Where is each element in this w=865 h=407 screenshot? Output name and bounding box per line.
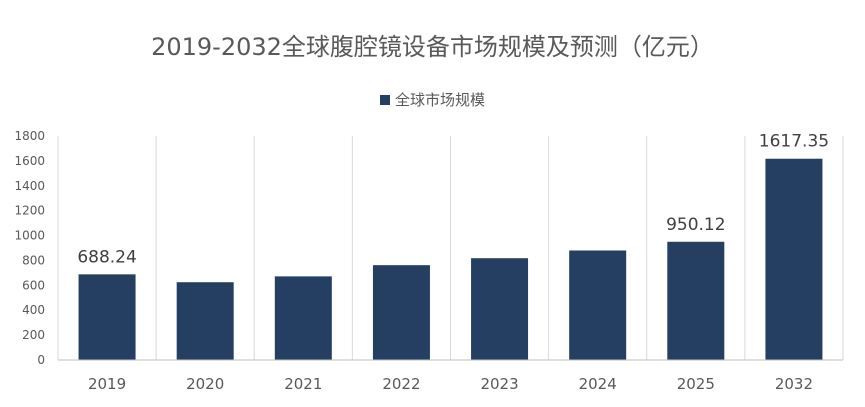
y-tick-label: 1000 — [14, 229, 45, 243]
bar — [569, 250, 627, 360]
y-tick-label: 600 — [22, 278, 45, 292]
bar — [274, 276, 332, 360]
legend-label: 全球市场规模 — [394, 91, 485, 109]
legend: 全球市场规模 — [0, 89, 865, 110]
y-tick-label: 400 — [22, 303, 45, 317]
bar — [78, 274, 136, 360]
x-tick-label: 2025 — [677, 375, 715, 393]
bar — [667, 241, 725, 360]
bar — [372, 265, 430, 360]
bar — [765, 158, 823, 360]
y-tick-label: 800 — [22, 253, 45, 267]
y-tick-label: 1400 — [14, 179, 45, 193]
x-tick-label: 2021 — [284, 375, 322, 393]
legend-swatch — [379, 94, 390, 105]
x-tick-label: 2019 — [88, 375, 126, 393]
x-tick-label: 2024 — [579, 375, 617, 393]
x-tick-label: 2020 — [186, 375, 224, 393]
y-tick-label: 1200 — [14, 204, 45, 218]
y-tick-label: 0 — [37, 353, 45, 367]
x-tick-label: 2023 — [480, 375, 518, 393]
bar — [471, 258, 529, 360]
data-label: 950.12 — [666, 215, 725, 235]
data-label: 1617.35 — [759, 132, 829, 152]
x-tick-label: 2032 — [775, 375, 813, 393]
y-tick-label: 200 — [22, 328, 45, 342]
bar — [176, 282, 234, 360]
x-tick-label: 2022 — [382, 375, 420, 393]
y-tick-label: 1600 — [14, 154, 45, 168]
chart-title: 2019-2032全球腹腔镜设备市场规模及预测（亿元） — [151, 33, 714, 61]
y-tick-label: 1800 — [14, 129, 45, 143]
data-label: 688.24 — [77, 247, 136, 267]
